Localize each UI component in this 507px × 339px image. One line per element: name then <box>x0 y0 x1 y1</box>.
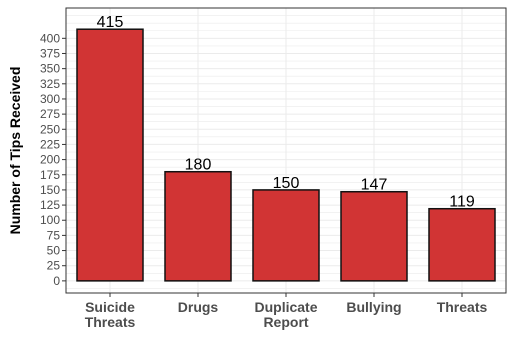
y-tick-label: 100 <box>40 213 60 227</box>
data-label: 150 <box>273 175 300 192</box>
y-tick-label: 400 <box>40 31 60 45</box>
x-tick-label: Threats <box>437 299 488 315</box>
y-tick-label: 0 <box>53 274 60 288</box>
data-label: 180 <box>185 157 212 174</box>
y-tick-label: 300 <box>40 92 60 106</box>
data-label: 415 <box>97 14 124 31</box>
y-axis-title: Number of Tips Received <box>7 67 23 235</box>
x-tick-label: Drugs <box>178 299 219 315</box>
bar <box>340 190 408 282</box>
y-tick-label: 375 <box>40 46 60 60</box>
y-tick-label: 75 <box>47 228 61 242</box>
y-tick-label: 250 <box>40 122 60 136</box>
y-tick-label: 175 <box>40 168 60 182</box>
y-tick-label: 25 <box>47 259 61 273</box>
y-tick-label: 350 <box>40 62 60 76</box>
axes: 0255075100125150175200225250275300325350… <box>40 31 488 330</box>
y-tick-label: 200 <box>40 153 60 167</box>
y-tick-label: 50 <box>47 244 61 258</box>
panel-border <box>65 7 507 294</box>
x-tick-label: Bullying <box>346 299 401 315</box>
y-tick-label: 225 <box>40 137 60 151</box>
y-tick-label: 325 <box>40 77 60 91</box>
data-label: 119 <box>449 194 475 211</box>
y-tick-label: 150 <box>40 183 60 197</box>
bar <box>428 207 496 282</box>
bar <box>76 28 144 282</box>
y-tick-label: 275 <box>40 107 60 121</box>
data-labels: 415 180 150 147 119 <box>97 14 475 210</box>
bar <box>252 189 320 282</box>
data-label: 147 <box>361 177 388 194</box>
bars <box>76 28 496 282</box>
bar <box>164 170 232 282</box>
y-tick-label: 125 <box>40 198 60 212</box>
x-tick-label: Duplicate Report <box>254 299 317 330</box>
x-tick-label: Suicide Threats <box>85 299 136 330</box>
